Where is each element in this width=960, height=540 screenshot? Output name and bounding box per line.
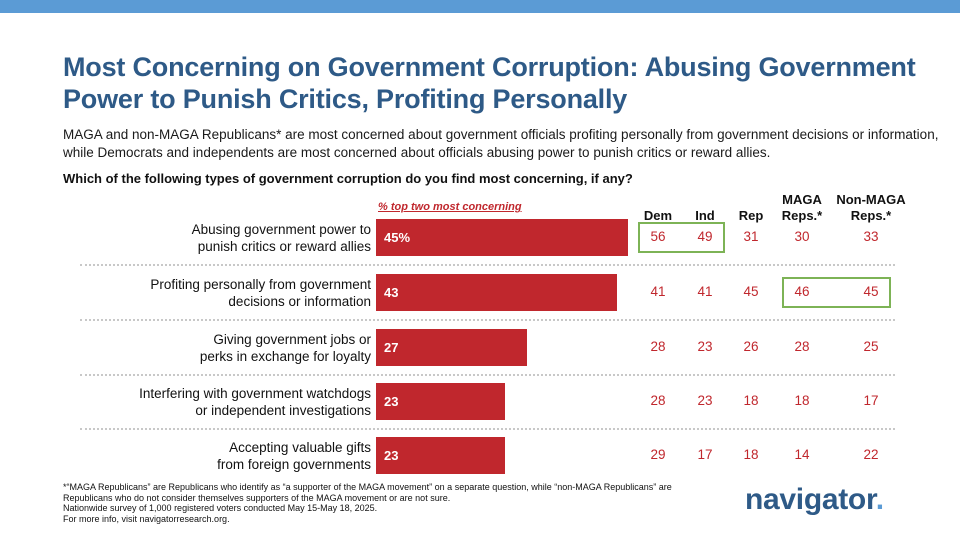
table-cell: 28 (650, 393, 666, 408)
row-label: Abusing government power to punish critic… (51, 221, 371, 255)
footnote-line: Republicans who do not consider themselv… (63, 492, 451, 503)
table-cell: 18 (794, 393, 810, 408)
column-header-line: Reps.* (781, 208, 823, 223)
bar: 45% (376, 219, 628, 256)
footnote: *“MAGA Republicans” are Republicans who … (63, 482, 703, 525)
bar-value-label: 23 (384, 448, 399, 463)
column-header: Dem (613, 208, 703, 224)
navigator-logo: navigator. (745, 483, 884, 517)
row-label-line: Profiting personally from government (150, 277, 371, 292)
row-label-line: decisions or information (228, 294, 371, 309)
table-cell: 28 (794, 339, 810, 354)
bar-legend-label: % top two most concerning (378, 201, 522, 213)
column-header: Ind (660, 208, 750, 224)
bar-value-label: 45% (384, 230, 411, 245)
table-cell: 49 (697, 229, 713, 244)
table-cell: 18 (743, 393, 759, 408)
row-label-line: from foreign governments (217, 457, 371, 472)
table-cell: 41 (697, 284, 713, 299)
table-cell: 17 (863, 393, 879, 408)
logo-dot: . (875, 483, 884, 516)
column-header-line: MAGA (782, 192, 822, 207)
table-cell: 17 (697, 447, 713, 462)
table-cell: 26 (743, 339, 759, 354)
row-label: Interfering with government watchdogs or … (51, 385, 371, 419)
bar-value-label: 27 (384, 340, 399, 355)
bar-value-label: 23 (384, 394, 399, 409)
row-label-line: Abusing government power to (191, 222, 371, 237)
row-label: Accepting valuable gifts from foreign gov… (51, 439, 371, 473)
footnote-line: Nationwide survey of 1,000 registered vo… (63, 503, 378, 514)
bar-value-label: 43 (384, 285, 399, 300)
table-cell: 31 (743, 229, 759, 244)
survey-question: Which of the following types of governme… (63, 171, 633, 186)
table-cell: 22 (863, 447, 879, 462)
column-header-line: Reps.* (850, 208, 892, 223)
table-cell: 23 (697, 339, 713, 354)
row-divider (80, 374, 895, 376)
table-cell: 45 (863, 284, 879, 299)
table-cell: 33 (863, 229, 879, 244)
column-header-line: Ind (695, 208, 715, 223)
row-divider (80, 264, 895, 266)
row-label-line: punish critics or reward allies (197, 239, 371, 254)
table-cell: 29 (650, 447, 666, 462)
table-cell: 41 (650, 284, 666, 299)
column-header-line: Rep (738, 208, 764, 223)
row-label-line: Accepting valuable gifts (229, 440, 371, 455)
table-cell: 56 (650, 229, 666, 244)
top-accent-bar (0, 0, 960, 13)
bar: 23 (376, 383, 505, 420)
row-label-line: Giving government jobs or (213, 332, 371, 347)
footnote-line: *“MAGA Republicans” are Republicans who … (63, 482, 672, 492)
page-subtitle: MAGA and non-MAGA Republicans* are most … (63, 127, 939, 160)
row-label-line: Interfering with government watchdogs (139, 386, 371, 401)
footnote-line: For more info, visit navigatorresearch.o… (63, 514, 230, 525)
bar: 23 (376, 437, 505, 474)
table-cell: 30 (794, 229, 810, 244)
highlight-box (638, 222, 725, 253)
table-cell: 45 (743, 284, 759, 299)
row-label-line: or independent investigations (195, 403, 371, 418)
row-label: Giving government jobs or perks in exchan… (51, 331, 371, 365)
page-title: Most Concerning on Government Corruption… (63, 52, 916, 114)
table-cell: 14 (794, 447, 810, 462)
column-header-line: Non-MAGA (836, 192, 906, 207)
row-divider (80, 319, 895, 321)
table-cell: 28 (650, 339, 666, 354)
bar: 27 (376, 329, 528, 366)
table-cell: 46 (794, 284, 810, 299)
table-cell: 23 (697, 393, 713, 408)
logo-text: navigator (745, 483, 876, 516)
column-header: Rep (706, 208, 796, 224)
table-cell: 18 (743, 447, 759, 462)
column-header: Non-MAGA Reps.* (826, 192, 916, 224)
row-label: Profiting personally from government deci… (51, 276, 371, 310)
row-label-line: perks in exchange for loyalty (199, 349, 371, 364)
column-header: MAGA Reps.* (757, 192, 847, 224)
table-cell: 25 (863, 339, 879, 354)
row-divider (80, 428, 895, 430)
bar: 43 (376, 274, 617, 311)
column-header-line: Dem (643, 208, 673, 223)
highlight-box (782, 277, 891, 308)
